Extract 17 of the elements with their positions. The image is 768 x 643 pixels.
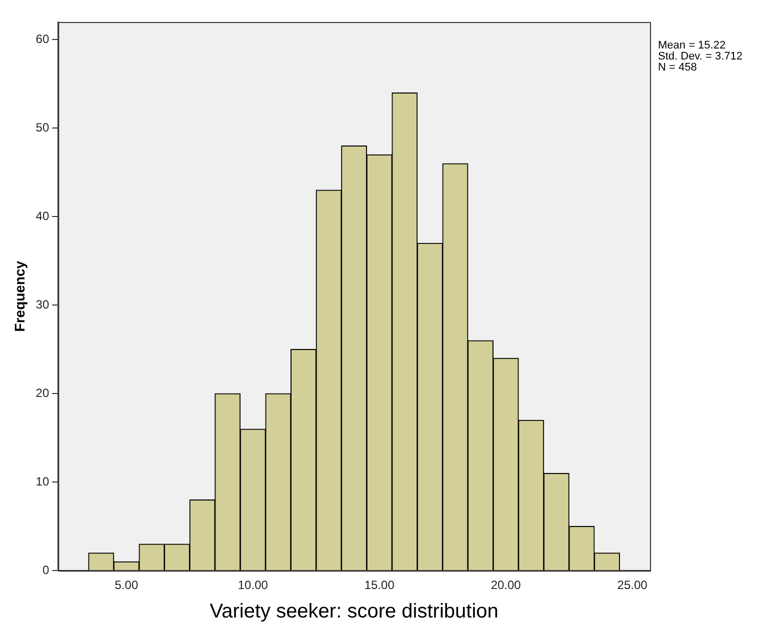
x-tick-label: 10.00 <box>238 578 268 592</box>
y-tick-label: 60 <box>36 32 50 46</box>
y-tick-label: 50 <box>36 120 50 134</box>
x-axis-title: Variety seeker: score distribution <box>210 600 498 623</box>
x-tick-label: 20.00 <box>490 578 522 592</box>
y-tick-label: 20 <box>36 386 50 400</box>
y-tick-label: 40 <box>36 208 50 223</box>
y-tick-label: 30 <box>36 297 50 312</box>
x-tick-label: 15.00 <box>364 578 395 592</box>
y-tick-label: 10 <box>36 474 50 488</box>
text: N = 458 <box>658 62 697 74</box>
text: Mean = 15.22 <box>658 40 726 52</box>
x-tick-label: 5.00 <box>114 578 138 592</box>
y-axis-title: Frequency <box>11 260 28 332</box>
x-tick-label: 25.00 <box>617 578 648 592</box>
text: Std. Dev. = 3.712 <box>658 50 742 63</box>
y-tick-label: 0 <box>42 562 50 577</box>
